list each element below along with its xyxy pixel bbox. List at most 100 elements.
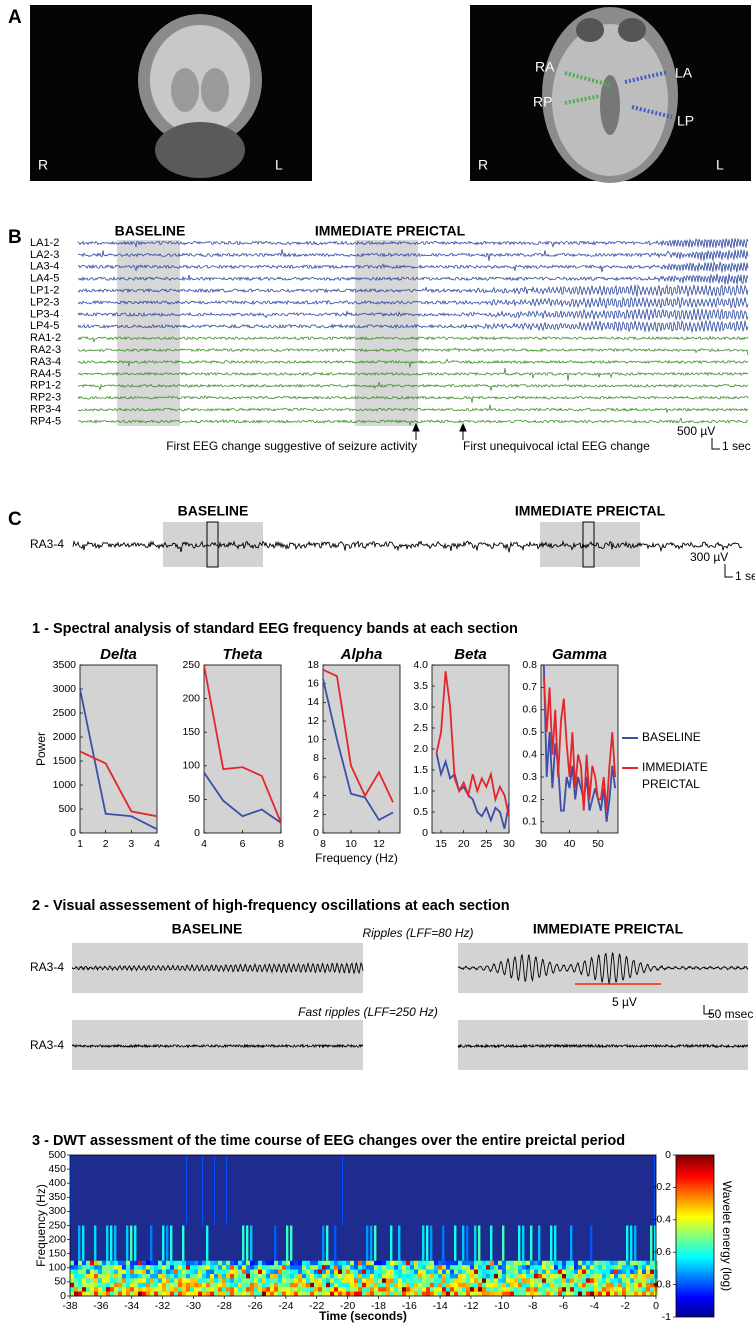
x-tick-label: -28: [217, 1300, 232, 1312]
heatmap-texture: [590, 1287, 594, 1292]
heatmap-texture: [394, 1287, 398, 1292]
heatmap-texture: [538, 1291, 542, 1297]
heatmap-texture: [106, 1287, 110, 1292]
heatmap-texture: [250, 1287, 254, 1292]
heatmap-texture: [386, 1273, 390, 1279]
heatmap-texture: [478, 1225, 481, 1261]
heatmap-texture: [94, 1282, 98, 1288]
heatmap-texture: [630, 1273, 634, 1279]
heatmap-texture: [122, 1265, 126, 1270]
heatmap-texture: [498, 1260, 502, 1266]
heatmap-texture: [258, 1260, 262, 1266]
heatmap-texture: [358, 1282, 362, 1288]
heatmap-texture: [338, 1260, 342, 1266]
heatmap-texture: [158, 1287, 162, 1292]
dwt-chart: 0 50 100 150 200 250 300 350 400 450 500 -38 -36 -34 -…: [34, 1149, 734, 1323]
heatmap-texture: [550, 1278, 554, 1284]
heatmap-texture: [602, 1269, 606, 1275]
heatmap-texture: [630, 1287, 634, 1292]
heatmap-texture: [94, 1287, 98, 1292]
heatmap-texture: [550, 1282, 554, 1288]
heatmap-texture: [490, 1287, 494, 1292]
heatmap-texture: [438, 1269, 442, 1275]
heatmap-texture: [370, 1265, 374, 1270]
heatmap-texture: [238, 1260, 242, 1266]
heatmap-texture: [302, 1269, 306, 1275]
heatmap-texture: [202, 1273, 206, 1279]
heatmap-texture: [450, 1273, 454, 1279]
heatmap-texture: [258, 1291, 262, 1297]
x-tick-label: 8: [320, 838, 326, 850]
heatmap-texture: [450, 1287, 454, 1292]
series-line: [542, 664, 617, 822]
heatmap-texture: [574, 1282, 578, 1288]
annotation: First unequivocal ictal EEG change: [463, 439, 650, 453]
heatmap-texture: [354, 1273, 358, 1279]
heatmap-texture: [458, 1269, 462, 1275]
chart-title: Alpha: [340, 646, 383, 663]
y-tick-label: 3500: [53, 659, 77, 671]
heatmap-texture: [458, 1278, 462, 1284]
heatmap-texture: [170, 1265, 174, 1270]
heatmap-texture: [338, 1269, 342, 1275]
heatmap-texture: [382, 1260, 386, 1266]
heatmap-texture: [182, 1273, 186, 1279]
heatmap-texture: [530, 1291, 534, 1297]
heatmap-texture: [422, 1291, 426, 1297]
heatmap-texture: [474, 1260, 478, 1266]
heatmap-texture: [290, 1265, 294, 1270]
heatmap-texture: [454, 1265, 458, 1270]
heatmap-texture: [510, 1282, 514, 1288]
heatmap-texture: [578, 1260, 582, 1266]
heatmap-texture: [630, 1269, 634, 1275]
heatmap-texture: [598, 1278, 602, 1284]
heatmap-texture: [102, 1282, 106, 1288]
heatmap-texture: [518, 1282, 522, 1288]
heatmap-texture: [346, 1282, 350, 1288]
heatmap-texture: [510, 1269, 514, 1275]
heatmap-texture: [446, 1260, 450, 1266]
heatmap-texture: [106, 1282, 110, 1288]
heatmap-texture: [246, 1291, 250, 1297]
heatmap-texture: [266, 1291, 270, 1297]
heatmap-texture: [378, 1291, 382, 1297]
heatmap-texture: [326, 1287, 330, 1292]
heatmap-texture: [314, 1260, 318, 1266]
heatmap-texture: [286, 1278, 290, 1284]
heatmap-texture: [530, 1278, 534, 1284]
x-tick-label: -22: [309, 1300, 324, 1312]
heatmap-texture: [390, 1260, 394, 1266]
heatmap-texture: [110, 1291, 114, 1297]
plot-area: [322, 664, 401, 834]
heatmap-texture: [78, 1278, 82, 1284]
scale-amplitude: 300 µV: [690, 550, 728, 564]
heatmap-texture: [642, 1265, 646, 1270]
heatmap-texture: [178, 1260, 182, 1266]
heatmap-texture: [250, 1269, 254, 1275]
x-tick-label: 15: [435, 838, 447, 850]
heatmap-texture: [586, 1282, 590, 1288]
heatmap-texture: [550, 1260, 554, 1266]
heatmap-texture: [98, 1291, 102, 1297]
heatmap-texture: [322, 1291, 326, 1297]
heatmap-texture: [474, 1278, 478, 1284]
heatmap-texture: [294, 1291, 298, 1297]
heatmap-texture: [286, 1273, 290, 1279]
heatmap-texture: [486, 1287, 490, 1292]
heatmap-texture: [378, 1287, 382, 1292]
channel-label: LP2-3: [30, 296, 59, 308]
heatmap-texture: [358, 1291, 362, 1297]
colorbar-label: Wavelet energy (log): [720, 1181, 734, 1291]
channel-label: LA1-2: [30, 237, 59, 249]
heatmap-texture: [582, 1278, 586, 1284]
heatmap-texture: [414, 1265, 418, 1270]
heatmap-texture: [414, 1287, 418, 1292]
heatmap-texture: [214, 1282, 218, 1288]
heatmap-texture: [298, 1269, 302, 1275]
heatmap-texture: [490, 1260, 494, 1266]
heatmap-texture: [150, 1278, 154, 1284]
y-tick-label: 2500: [53, 707, 77, 719]
heatmap-texture: [70, 1269, 74, 1275]
heatmap-texture: [222, 1291, 226, 1297]
heatmap-texture: [78, 1265, 82, 1270]
